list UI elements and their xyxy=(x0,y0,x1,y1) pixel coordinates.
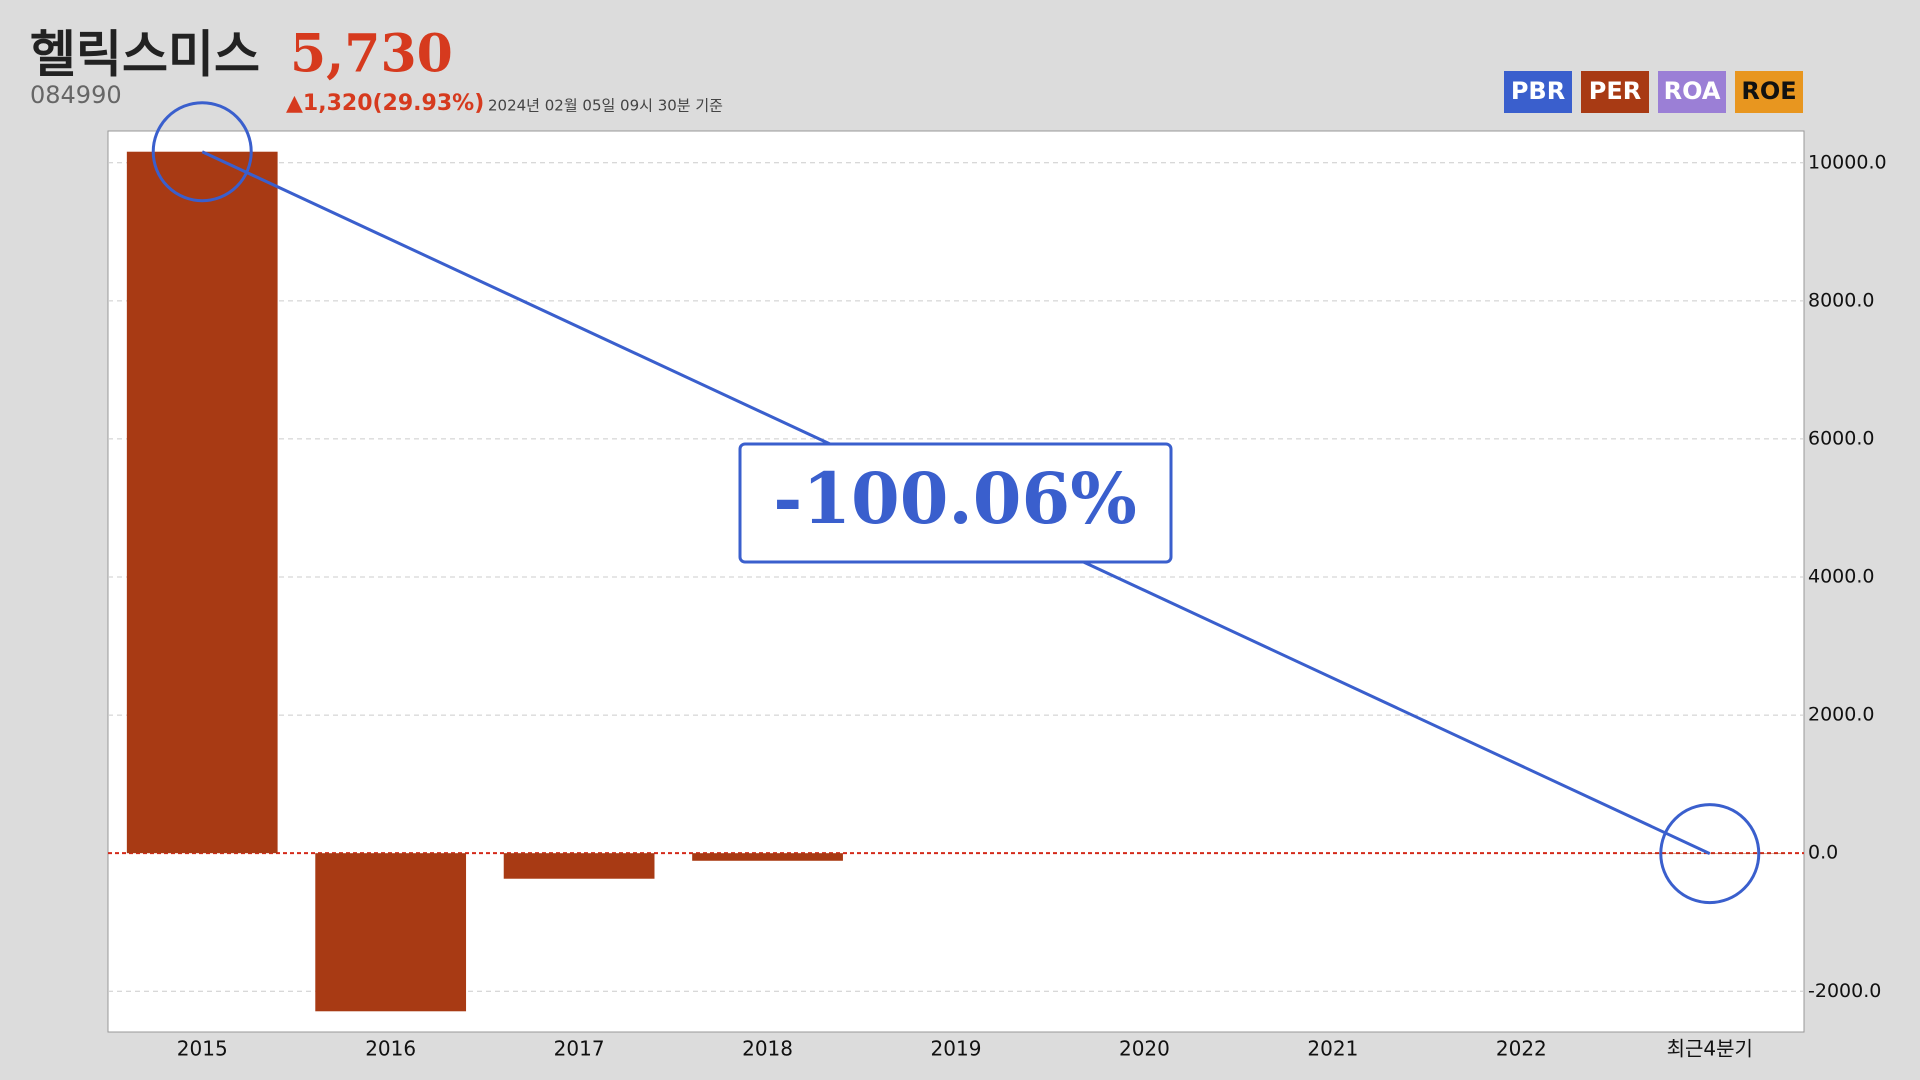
bar xyxy=(503,853,655,879)
x-tick-label: 2018 xyxy=(742,1037,793,1061)
annotation-text: -100.06% xyxy=(773,457,1136,540)
x-tick-label: 2015 xyxy=(177,1037,228,1061)
price: 5,730 xyxy=(290,24,453,85)
highlight-circle xyxy=(1659,803,1761,905)
x-tick-label: 2016 xyxy=(365,1037,416,1061)
y-tick-label: 8000.0 xyxy=(1808,289,1874,311)
x-tick-label: 2019 xyxy=(931,1037,982,1061)
x-tick-label: 2021 xyxy=(1307,1037,1358,1061)
tab-button[interactable] xyxy=(1581,71,1649,113)
x-tick-label: 2022 xyxy=(1496,1037,1547,1061)
stock-code: 084990 xyxy=(30,81,122,109)
x-tick-label: 최근4분기 xyxy=(1667,1037,1753,1061)
tab-label[interactable]: ROA xyxy=(1664,77,1721,105)
tab-button[interactable] xyxy=(1735,71,1803,113)
tab-label[interactable]: PER xyxy=(1589,77,1641,105)
stock-name: 헬릭스미스 xyxy=(30,26,260,84)
y-tick-label: 10000.0 xyxy=(1808,151,1887,173)
tab-button[interactable] xyxy=(1658,71,1726,113)
y-tick-label: -2000.0 xyxy=(1808,980,1881,1002)
y-tick-label: 0.0 xyxy=(1808,842,1838,864)
bar xyxy=(126,151,278,854)
price-change: ▲1,320(29.93%) xyxy=(286,91,484,116)
bar xyxy=(315,853,467,1012)
x-tick-label: 2017 xyxy=(554,1037,605,1061)
tab-button[interactable] xyxy=(1504,71,1572,113)
y-tick-label: 2000.0 xyxy=(1808,704,1874,726)
tab-label[interactable]: ROE xyxy=(1741,77,1796,105)
y-tick-label: 4000.0 xyxy=(1808,566,1874,588)
y-tick-label: 6000.0 xyxy=(1808,427,1874,449)
timestamp: 2024년 02월 05일 09시 30분 기준 xyxy=(488,97,723,115)
tab-label[interactable]: PBR xyxy=(1511,77,1565,105)
annotation-box xyxy=(738,442,1173,564)
bar xyxy=(692,853,843,861)
highlight-circle xyxy=(151,101,253,203)
x-tick-label: 2020 xyxy=(1119,1037,1170,1061)
